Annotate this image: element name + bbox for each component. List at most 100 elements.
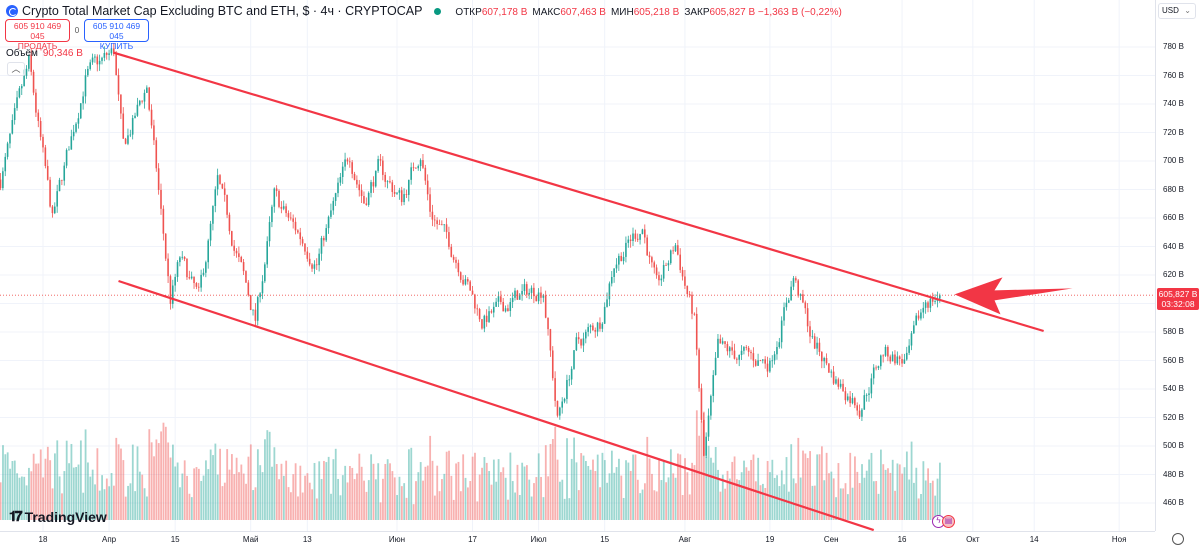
volume-bar: [176, 462, 179, 520]
candle: [674, 245, 677, 252]
candle: [35, 92, 37, 113]
candle: [51, 206, 54, 214]
volume-bar: [280, 463, 283, 520]
candle: [710, 395, 712, 416]
volume-bar: [490, 484, 493, 520]
settings-icon[interactable]: [1172, 533, 1184, 545]
candle: [410, 167, 412, 180]
candle: [242, 262, 245, 272]
spread: 0: [74, 26, 80, 35]
volume-bar: [924, 480, 927, 520]
volume-bar: [441, 479, 443, 520]
volume-bar: [844, 483, 847, 520]
volume-bar: [462, 454, 465, 520]
candle: [113, 48, 115, 55]
ohlc-values: ОТКР607,178 B МАКС607,463 B МИН605,218 B ЗА…: [455, 4, 846, 18]
volume-bar: [256, 449, 259, 520]
volume-bar: [188, 493, 191, 520]
volume-bar: [6, 452, 9, 520]
volume-bar: [733, 456, 736, 520]
volume-bar: [799, 477, 802, 520]
candle: [573, 350, 575, 369]
volume-bar: [632, 454, 634, 520]
volume-bar: [419, 462, 422, 520]
candle: [216, 175, 219, 190]
candle: [115, 54, 117, 76]
candle: [278, 190, 280, 207]
volume-bar: [219, 448, 221, 520]
volume-bar: [443, 473, 446, 520]
volume-bar: [712, 462, 715, 520]
volume-bar: [922, 461, 925, 520]
volume-bar: [51, 488, 54, 520]
volume-bar: [356, 473, 358, 520]
candle: [344, 159, 346, 167]
candle: [294, 221, 297, 231]
candle: [426, 180, 429, 195]
volume-bar: [259, 465, 262, 520]
buy-button[interactable]: 605 910 469 045 КУПИТЬ: [84, 19, 149, 51]
chevron-down-icon: ⌄: [1184, 6, 1191, 15]
volume-bar: [681, 495, 684, 520]
currency-select[interactable]: USD ⌄: [1158, 3, 1196, 19]
volume-bar: [242, 473, 245, 520]
candle: [523, 284, 526, 291]
volume-bar: [332, 459, 335, 520]
tradingview-logo[interactable]: 𝟏𝟕 TradingView: [9, 508, 107, 525]
volume-bar: [438, 491, 441, 520]
candle: [606, 299, 608, 307]
candle: [762, 359, 764, 361]
collapse-legend-button[interactable]: ︿: [7, 62, 25, 76]
candle: [209, 223, 212, 241]
candle: [6, 143, 9, 157]
candle: [195, 283, 198, 287]
candle: [275, 188, 278, 191]
volume-bar: [688, 494, 691, 520]
time-tick: Авг: [678, 535, 692, 544]
volume-bar: [854, 456, 856, 520]
logo-text: TradingView: [24, 508, 107, 525]
volume-bar: [306, 473, 309, 520]
candle: [594, 330, 597, 332]
candle: [882, 355, 884, 357]
volume-bar: [691, 462, 693, 520]
candle: [776, 346, 778, 355]
candle: [700, 388, 703, 420]
events-markers[interactable]: ϟ ▤: [932, 515, 955, 528]
candle: [507, 308, 509, 312]
volume-bar: [686, 472, 689, 520]
volume-bar: [11, 461, 14, 520]
volume-bar: [290, 492, 292, 520]
candle: [190, 276, 193, 279]
volume-bar: [308, 482, 311, 520]
volume-bar: [665, 482, 668, 520]
candle: [2, 171, 4, 189]
currency-value: USD: [1162, 6, 1179, 15]
candle: [738, 355, 740, 360]
price-axis[interactable]: [1155, 0, 1200, 531]
candle: [122, 113, 125, 139]
symbol-title[interactable]: Crypto Total Market Cap Excluding BTC an…: [22, 4, 423, 18]
candle: [455, 259, 457, 263]
sell-button[interactable]: 605 910 469 045 ПРОДАТЬ: [5, 19, 70, 51]
candle: [280, 206, 283, 209]
candle: [252, 309, 254, 311]
candle: [766, 363, 769, 372]
volume-bar: [448, 450, 450, 520]
candle: [332, 200, 335, 211]
event-flag-icon[interactable]: ▤: [942, 515, 955, 528]
candle: [894, 354, 896, 364]
market-status-icon[interactable]: [434, 7, 442, 15]
volume-bar: [68, 463, 70, 520]
candle: [162, 208, 165, 234]
volume-bar: [275, 464, 278, 520]
time-tick: Май: [242, 535, 259, 544]
volume-bar: [913, 482, 915, 520]
volume-bar: [880, 449, 882, 520]
price-tick: 760 B: [1163, 70, 1184, 80]
chart-canvas[interactable]: [0, 0, 1155, 531]
candle: [908, 345, 910, 353]
volume-bar: [478, 474, 481, 520]
time-axis[interactable]: [0, 531, 1155, 549]
candle: [400, 190, 403, 203]
